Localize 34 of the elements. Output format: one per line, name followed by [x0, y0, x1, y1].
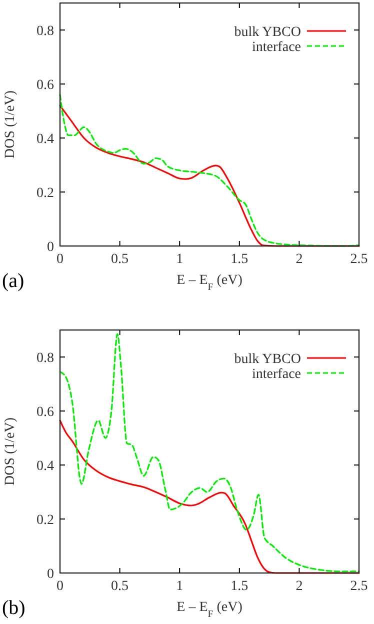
- x-tick-label: 2.5: [350, 579, 368, 594]
- x-tick-label: 1: [176, 252, 184, 267]
- y-tick-label: 0.8: [36, 351, 54, 366]
- legend-label: bulk YBCO: [234, 352, 301, 367]
- y-axis-title: DOS (1/eV): [3, 417, 18, 486]
- y-tick-label: 0.6: [36, 405, 54, 420]
- y-tick-label: 0.4: [36, 132, 54, 147]
- x-tick-label: 2: [296, 579, 303, 594]
- x-tick-label: 1.5: [230, 252, 248, 267]
- y-axis-title: DOS (1/eV): [3, 90, 18, 159]
- y-tick-label: 0: [47, 240, 54, 255]
- x-tick-label: 0: [56, 579, 64, 594]
- text: (b): [2, 597, 26, 619]
- line-series: [59, 420, 360, 574]
- x-tick-label: 2.5: [350, 252, 368, 267]
- y-tick-label: 0.6: [36, 78, 54, 93]
- x-tick-label: 0: [56, 252, 64, 267]
- y-tick-label: 0: [47, 567, 54, 582]
- y-tick-label: 0.2: [36, 186, 54, 201]
- x-tick-label: 1.5: [230, 579, 248, 594]
- x-tick-label: 1: [176, 579, 184, 594]
- x-tick-label: 0.5: [111, 252, 129, 267]
- text: (a): [2, 270, 24, 292]
- legend-label: interface: [252, 40, 301, 55]
- x-axis-title: E – E$_{F}$ (eV): [176, 600, 243, 620]
- y-tick-label: 0.4: [36, 459, 54, 474]
- legend-label: bulk YBCO: [234, 25, 301, 40]
- legend-label: interface: [252, 367, 301, 382]
- x-tick-label: 2: [296, 252, 303, 267]
- y-tick-label: 0.2: [36, 513, 54, 528]
- line-series: [59, 333, 360, 572]
- x-tick-label: 0.5: [111, 579, 129, 594]
- x-axis-title: E – E$_{F}$ (eV): [176, 273, 243, 292]
- y-tick-label: 0.8: [36, 24, 54, 39]
